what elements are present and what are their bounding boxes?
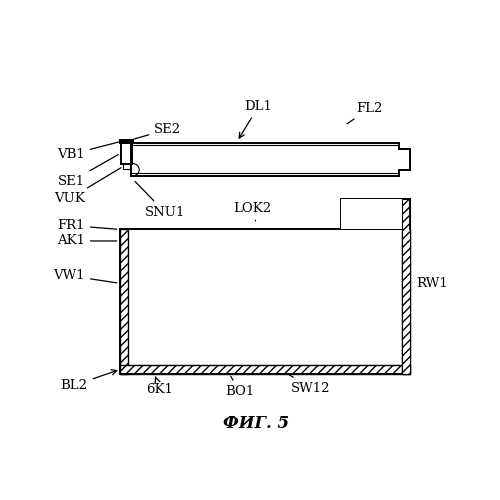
Bar bbox=[402, 198, 410, 374]
Text: SW12: SW12 bbox=[286, 372, 331, 394]
Text: BL2: BL2 bbox=[60, 370, 117, 392]
Text: FR1: FR1 bbox=[58, 219, 117, 232]
Bar bbox=[341, 198, 402, 230]
Text: BO1: BO1 bbox=[226, 376, 254, 398]
Text: VB1: VB1 bbox=[57, 141, 122, 161]
Text: SE2: SE2 bbox=[132, 123, 182, 140]
Text: LOK2: LOK2 bbox=[233, 202, 272, 221]
Polygon shape bbox=[124, 164, 130, 168]
Text: ФИГ. 5: ФИГ. 5 bbox=[223, 416, 290, 432]
Text: RW1: RW1 bbox=[410, 277, 448, 290]
Text: 6K1: 6K1 bbox=[146, 377, 174, 396]
Text: AK1: AK1 bbox=[57, 234, 117, 248]
Bar bbox=[128, 230, 402, 366]
Text: FL2: FL2 bbox=[347, 102, 382, 124]
Text: VW1: VW1 bbox=[54, 269, 117, 283]
Text: DL1: DL1 bbox=[239, 100, 272, 138]
Polygon shape bbox=[120, 140, 134, 143]
Polygon shape bbox=[120, 143, 132, 164]
Bar bbox=[120, 366, 410, 374]
Text: SE1: SE1 bbox=[58, 154, 118, 188]
Text: SNU1: SNU1 bbox=[135, 182, 185, 218]
Bar bbox=[402, 230, 410, 374]
Text: VUK: VUK bbox=[54, 168, 121, 205]
Bar bbox=[120, 230, 128, 374]
